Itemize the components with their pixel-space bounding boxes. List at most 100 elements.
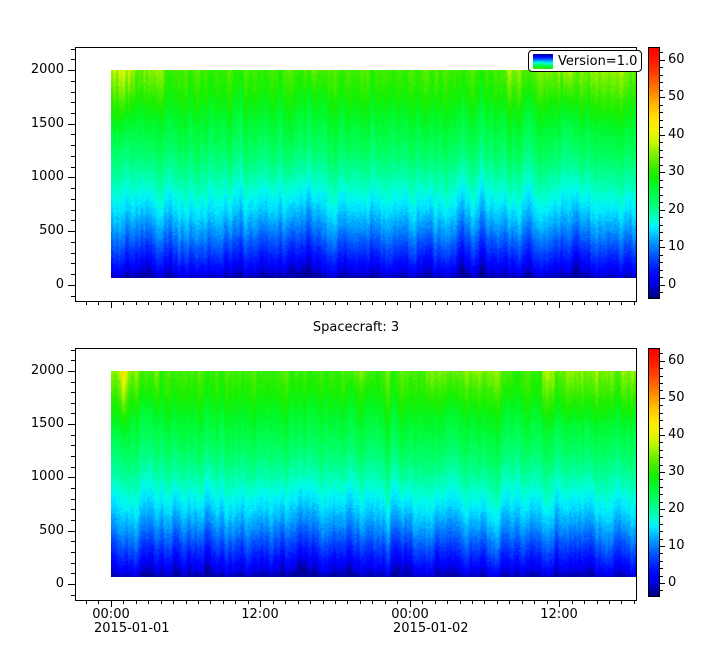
- y-tick-label: 0: [55, 277, 64, 292]
- y-minor-tick: [71, 456, 75, 457]
- colorbar-tick-label: 60: [668, 52, 685, 67]
- x-minor-tick: [235, 301, 236, 305]
- x-minor-tick: [161, 301, 162, 305]
- x-minor-tick: [372, 301, 373, 305]
- y-minor-tick: [71, 220, 75, 221]
- colorbar-minor-tick: [659, 465, 663, 466]
- x-minor-tick: [547, 301, 548, 305]
- colorbar-tick: [659, 285, 665, 286]
- colorbar-tick: [659, 135, 665, 136]
- x-minor-tick: [447, 301, 448, 305]
- x-minor-tick: [572, 600, 573, 604]
- y-minor-tick: [71, 382, 75, 383]
- colorbar-minor-tick: [659, 353, 663, 354]
- colorbar-minor-tick: [659, 127, 663, 128]
- x-minor-tick: [173, 600, 174, 604]
- x-minor-tick: [273, 600, 274, 604]
- x-tick: [410, 301, 411, 308]
- x-minor-tick: [161, 600, 162, 604]
- colorbar-tick: [659, 435, 665, 436]
- colorbar-minor-tick: [659, 225, 663, 226]
- colorbar-minor-tick: [659, 142, 663, 143]
- x-minor-tick: [347, 600, 348, 604]
- x-minor-tick: [484, 600, 485, 604]
- x-minor-tick: [522, 600, 523, 604]
- x-minor-tick: [534, 301, 535, 305]
- y-minor-tick: [71, 81, 75, 82]
- colorbar-minor-tick: [659, 277, 663, 278]
- y-minor-tick: [71, 467, 75, 468]
- colorbar-tick-label: 20: [668, 202, 685, 217]
- x-minor-tick: [273, 301, 274, 305]
- colorbar-tick: [659, 97, 665, 98]
- colorbar-minor-tick: [659, 75, 663, 76]
- colorbar-tick-label: 40: [668, 427, 685, 442]
- x-minor-tick: [186, 301, 187, 305]
- x-minor-tick: [123, 600, 124, 604]
- x-minor-tick: [347, 301, 348, 305]
- x-minor-tick: [385, 600, 386, 604]
- colorbar-minor-tick: [659, 202, 663, 203]
- y-minor-tick: [71, 296, 75, 297]
- x-minor-tick: [472, 301, 473, 305]
- y-tick: [68, 231, 75, 232]
- x-minor-tick: [173, 301, 174, 305]
- x-minor-tick: [597, 600, 598, 604]
- y-minor-tick: [71, 573, 75, 574]
- x-tick-label: 00:00: [92, 607, 130, 622]
- x-tick-label: 12:00: [540, 607, 578, 622]
- x-minor-tick: [422, 600, 423, 604]
- x-minor-tick: [335, 301, 336, 305]
- colorbar-tick-label: 20: [668, 501, 685, 516]
- x-minor-tick: [360, 301, 361, 305]
- colorbar-top: 0 10 20 30 40 50 60: [648, 47, 685, 299]
- x-minor-tick: [621, 600, 622, 604]
- x-tick: [111, 600, 112, 607]
- x-minor-tick: [136, 301, 137, 305]
- y-tick-label: 2000: [30, 62, 64, 77]
- x-minor-tick: [397, 301, 398, 305]
- colorbar-tick: [659, 210, 665, 211]
- x-minor-tick: [323, 600, 324, 604]
- colorbar-minor-tick: [659, 457, 663, 458]
- x-date-label: 2015-01-02: [393, 621, 469, 636]
- y-minor-tick: [71, 49, 75, 50]
- colorbar-minor-tick: [659, 120, 663, 121]
- colorbar-minor-tick: [659, 390, 663, 391]
- colorbar-minor-tick: [659, 217, 663, 218]
- y-tick: [68, 124, 75, 125]
- x-minor-tick: [609, 301, 610, 305]
- y-minor-tick: [71, 242, 75, 243]
- colorbar-tick: [659, 546, 665, 547]
- colorbar-minor-tick: [659, 420, 663, 421]
- x-tick: [410, 600, 411, 607]
- y-minor-tick: [71, 552, 75, 553]
- colorbar-minor-tick: [659, 157, 663, 158]
- y-tick-label: 500: [39, 223, 64, 238]
- y-minor-tick: [71, 509, 75, 510]
- colorbar-minor-tick: [659, 487, 663, 488]
- x-minor-tick: [534, 600, 535, 604]
- colorbar-minor-tick: [659, 494, 663, 495]
- x-minor-tick: [210, 600, 211, 604]
- colorbar-minor-tick: [659, 67, 663, 68]
- colorbar-tick: [659, 472, 665, 473]
- y-tick: [68, 285, 75, 286]
- colorbar-minor-tick: [659, 82, 663, 83]
- y-minor-tick: [71, 445, 75, 446]
- colorbar-tick-label: 50: [668, 89, 685, 104]
- colorbar-minor-tick: [659, 187, 663, 188]
- y-tick-label: 1500: [30, 416, 64, 431]
- x-minor-tick: [360, 600, 361, 604]
- colorbar-minor-tick: [659, 479, 663, 480]
- y-minor-tick: [71, 59, 75, 60]
- y-minor-tick: [71, 595, 75, 596]
- x-minor-tick: [136, 600, 137, 604]
- legend-label: Version=1.0: [558, 53, 638, 69]
- colorbar-tick: [659, 361, 665, 362]
- y-tick: [68, 531, 75, 532]
- x-minor-tick: [310, 301, 311, 305]
- y-minor-tick: [71, 199, 75, 200]
- x-minor-tick: [522, 301, 523, 305]
- colorbar-tick-label: 10: [668, 239, 685, 254]
